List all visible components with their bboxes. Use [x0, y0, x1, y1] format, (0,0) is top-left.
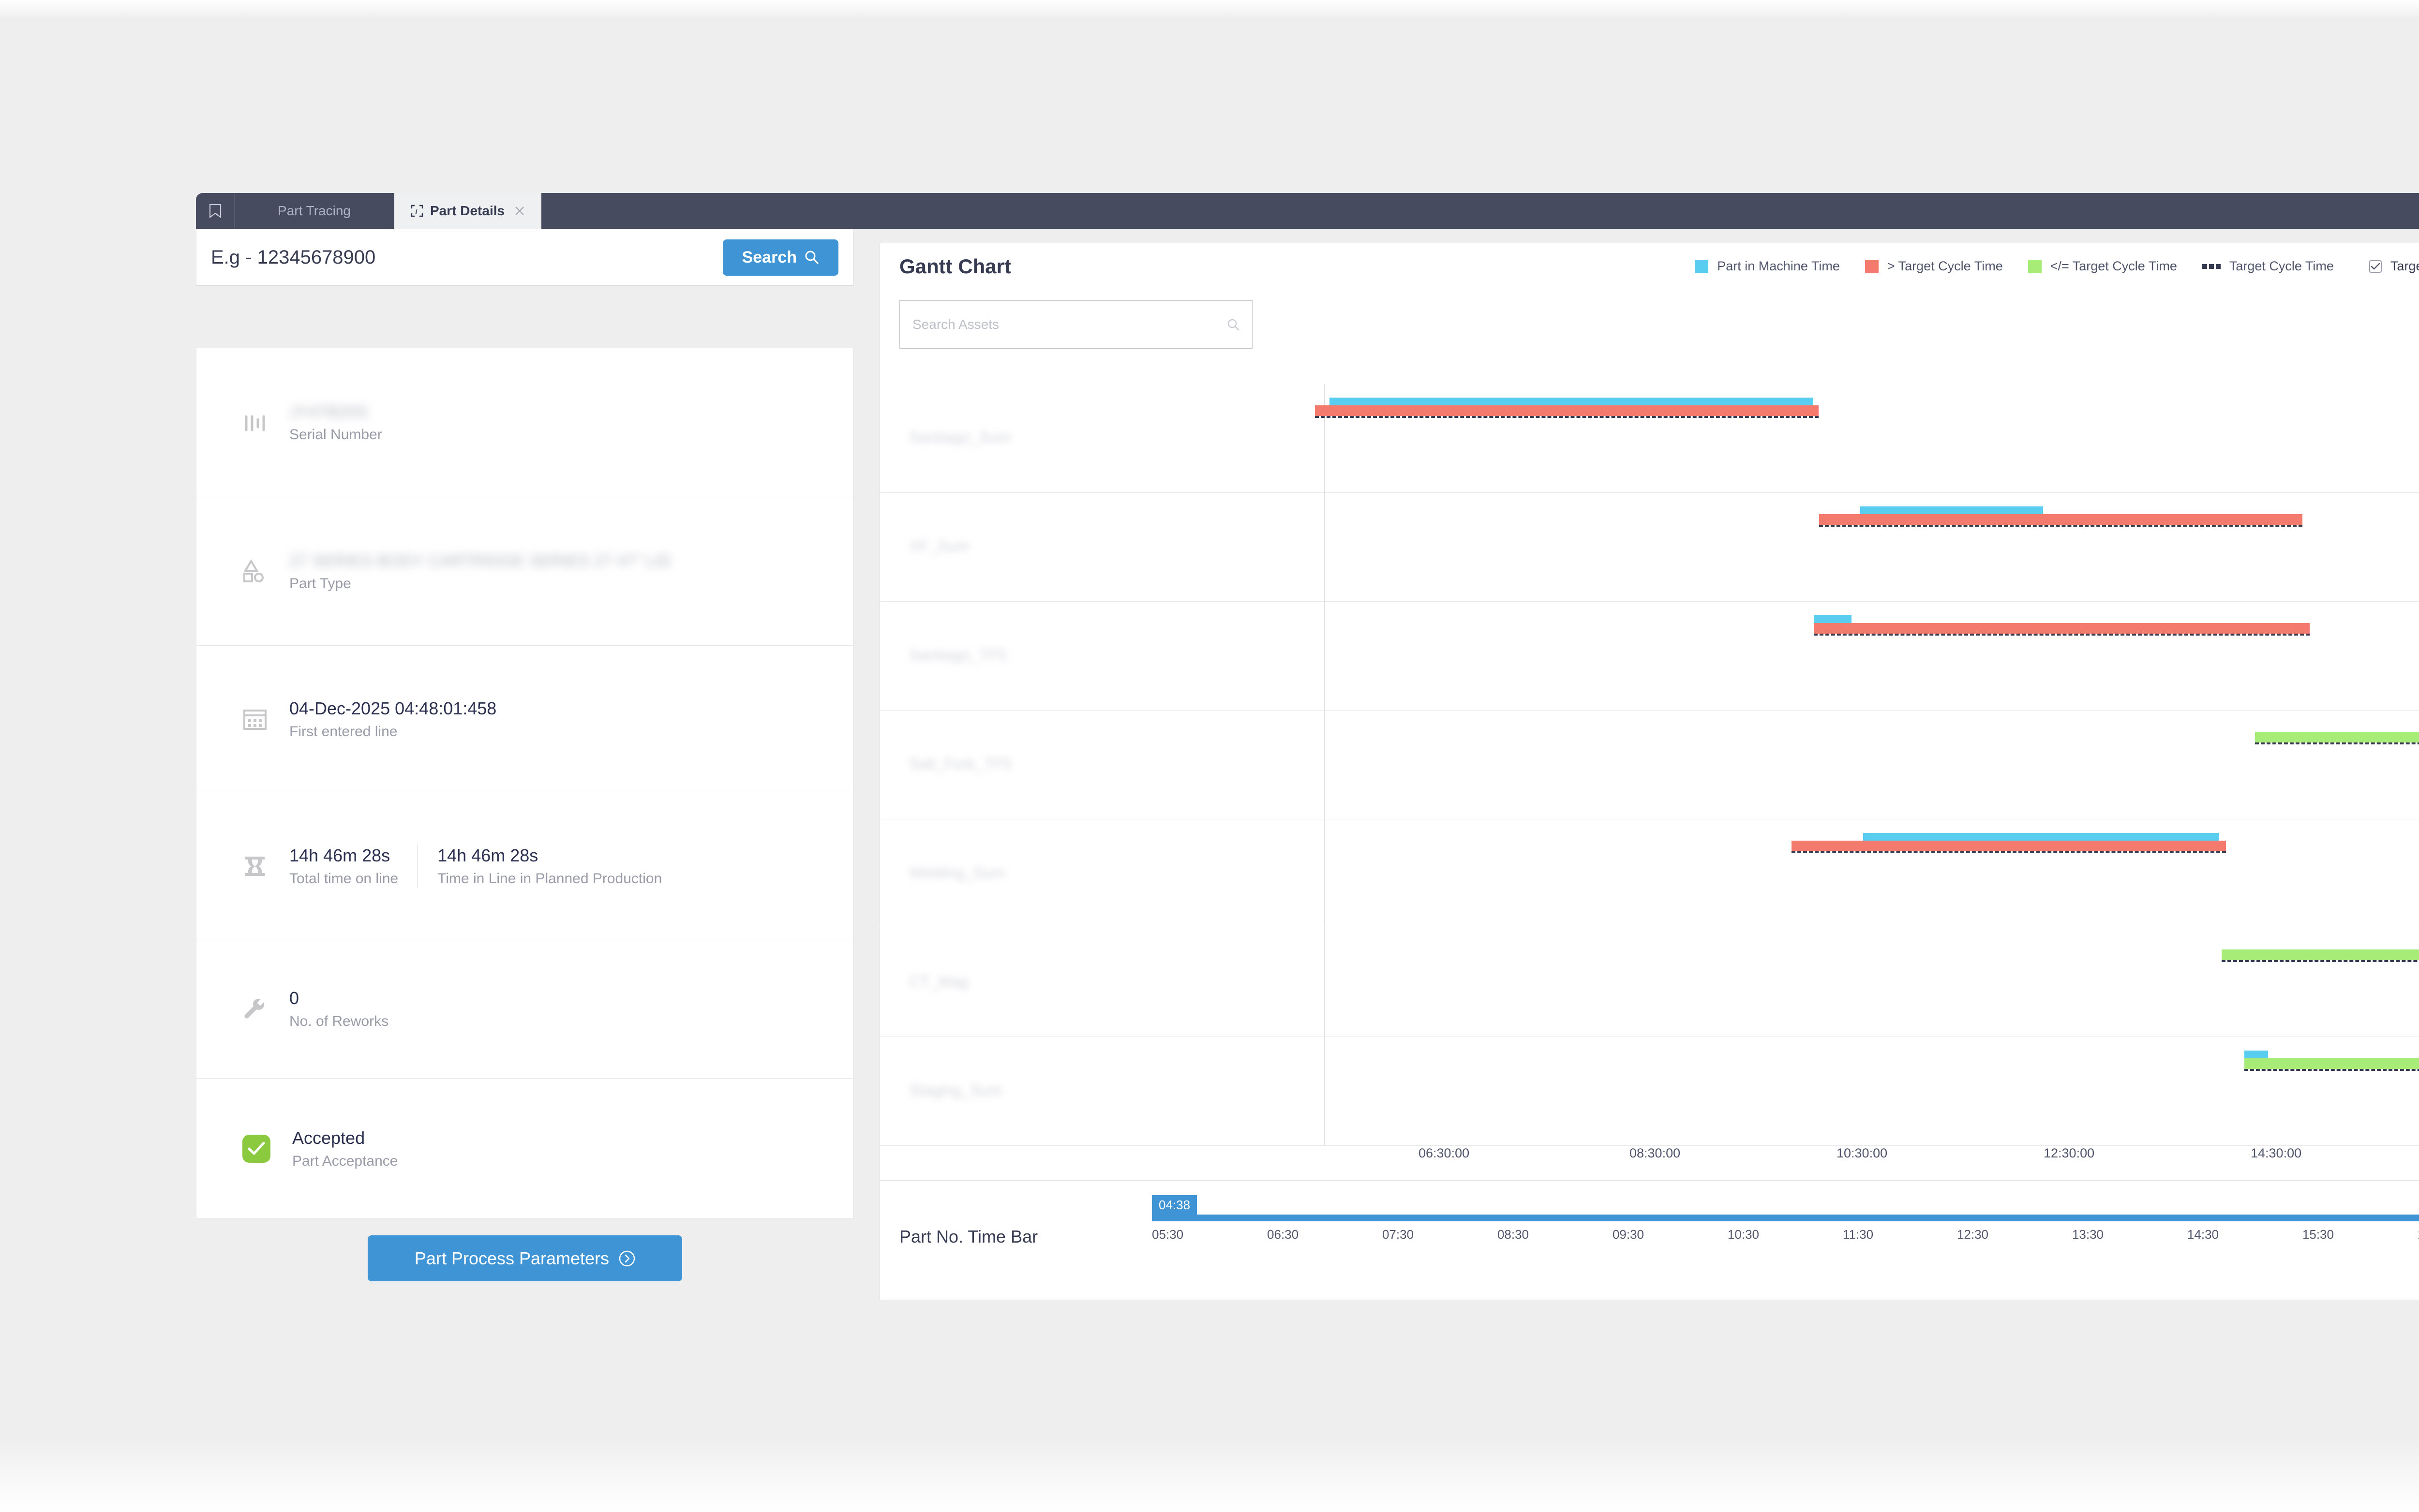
- svg-text:i: i: [416, 208, 418, 215]
